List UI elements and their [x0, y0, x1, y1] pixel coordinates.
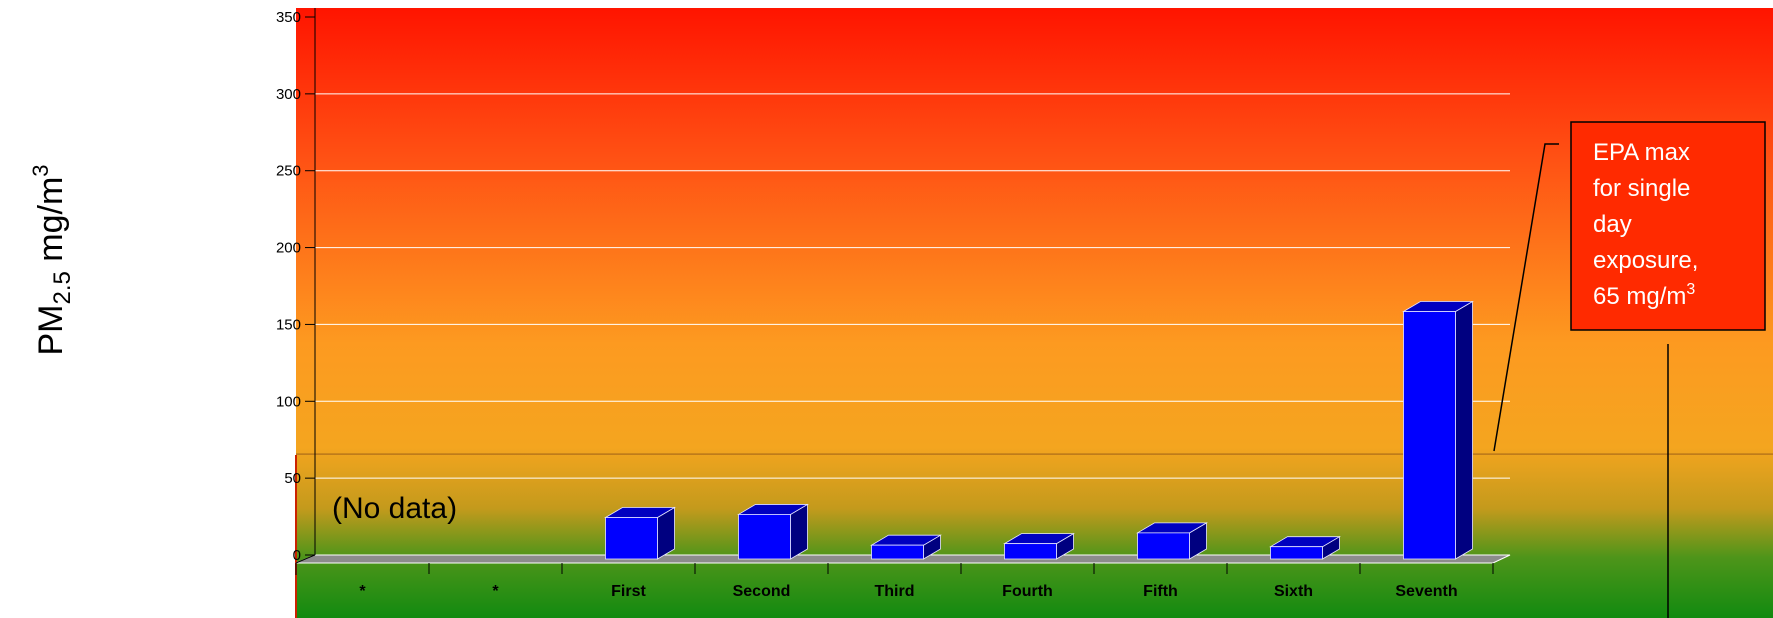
y-tick-label: 300 — [276, 86, 301, 103]
callout-box — [1570, 121, 1766, 331]
y-tick-label: 250 — [276, 163, 301, 180]
plot-background — [296, 8, 1773, 618]
callout-line-2: for single — [1593, 175, 1690, 202]
y-axis-depth-line — [295, 554, 316, 564]
bar-second — [737, 503, 809, 560]
x-category-label: Fifth — [1143, 583, 1178, 600]
y-axis-label-subscript: 2.5 — [49, 271, 76, 304]
y-axis-label: PM2.5 mg/m3 — [28, 164, 76, 355]
bar-front — [1403, 311, 1456, 560]
y-axis-label-superscript: 3 — [28, 164, 53, 176]
callout-line-4: exposure, — [1593, 247, 1698, 274]
y-axis-label-main: PM — [32, 305, 70, 356]
x-category-label: Sixth — [1274, 583, 1313, 600]
bar-fourth — [1003, 532, 1075, 560]
bar-sixth — [1269, 536, 1341, 560]
x-category-label: * — [492, 583, 499, 600]
y-tick-label: 0 — [293, 547, 301, 564]
y-tick-label: 350 — [276, 9, 301, 26]
bar-front — [1004, 543, 1057, 560]
bars — [604, 300, 1474, 560]
callout-line-1: EPA max — [1593, 139, 1690, 166]
x-category-label: Second — [733, 583, 791, 600]
bar-first — [604, 506, 676, 560]
callout-line-3: day — [1593, 211, 1632, 238]
bar-side — [1455, 300, 1473, 560]
callout-leader-line — [1493, 143, 1559, 452]
x-category-label: Third — [875, 583, 915, 600]
bar-front — [871, 544, 924, 560]
no-data-label: (No data) — [332, 492, 457, 525]
y-tick-label: 100 — [276, 393, 301, 410]
bar-front — [738, 514, 791, 560]
bar-front — [605, 517, 658, 560]
y-axis-label-unit: mg/m — [32, 177, 70, 271]
x-category-labels: * * First Second Third Fourth Fifth Sixth Sevent… — [359, 583, 1457, 600]
y-tick-labels: 0 50 100 150 200 250 300 350 — [276, 9, 315, 564]
x-category-label: Fourth — [1002, 583, 1053, 600]
x-category-label: First — [611, 583, 646, 600]
bar-third — [870, 534, 942, 560]
bar-seventh — [1402, 300, 1474, 560]
y-tick-label: 150 — [276, 316, 301, 333]
y-tick-label: 50 — [284, 470, 301, 487]
gridlines — [315, 93, 1510, 479]
callout-line-5: 65 mg/m — [1593, 283, 1686, 310]
bar-front — [1137, 532, 1190, 560]
axes — [295, 8, 1494, 575]
callout-text: EPA max for single day exposure, 65 mg/m… — [1593, 139, 1705, 310]
x-category-label: Seventh — [1395, 583, 1457, 600]
x-category-label: * — [359, 583, 366, 600]
callout-superscript: 3 — [1686, 281, 1695, 298]
bar-front — [1270, 546, 1323, 560]
epa-callout: EPA max for single day exposure, 65 mg/m… — [1493, 121, 1766, 618]
y-tick-label: 200 — [276, 240, 301, 257]
bar-fifth — [1136, 522, 1208, 560]
